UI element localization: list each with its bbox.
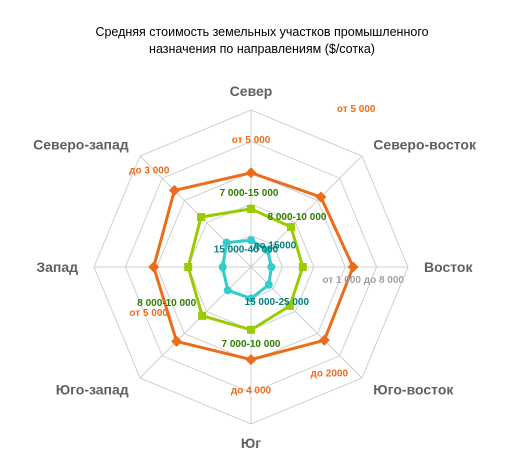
- series-group: [148, 167, 359, 366]
- axis-label: Юго-запад: [56, 381, 129, 397]
- data-point: [222, 238, 231, 247]
- data-point: [218, 263, 227, 271]
- data-point: [267, 263, 276, 271]
- data-label: до 3 000: [129, 165, 170, 176]
- data-label: 7 000-15 000: [220, 188, 279, 199]
- axis-label: Юго-восток: [373, 381, 454, 397]
- chart-title-line-1: Средняя стоимость земельных участков про…: [95, 25, 428, 39]
- axis-label: Северо-запад: [33, 137, 129, 153]
- axis-label: Восток: [424, 259, 473, 275]
- data-point: [247, 325, 255, 334]
- data-point: [247, 204, 255, 213]
- grid-spoke: [139, 266, 252, 379]
- data-label: 15 000-40 000: [214, 244, 279, 255]
- data-point: [184, 263, 193, 271]
- data-point: [223, 286, 232, 295]
- data-point: [347, 261, 359, 273]
- data-label: до 4 000: [231, 386, 272, 397]
- axis-label: Запад: [36, 259, 78, 275]
- data-label: 8 000-10 000: [268, 212, 327, 223]
- data-labels: от 5 000 от 5 000 до 2000 до 4 000 от 5 000 д…: [129, 104, 404, 397]
- data-label: от 5 000: [129, 308, 168, 319]
- axis-label: Север: [230, 83, 273, 99]
- data-point: [315, 191, 327, 203]
- data-point: [264, 280, 273, 289]
- data-point: [285, 301, 294, 310]
- data-point: [168, 184, 180, 196]
- data-label: до 2000: [311, 368, 349, 379]
- data-label: 8 000-10 000: [137, 298, 196, 309]
- axis-labels: Север Северо-восток Восток Юго-восток Юг Юго-…: [33, 83, 477, 449]
- data-point: [298, 263, 307, 271]
- data-point: [318, 334, 330, 346]
- data-point: [148, 261, 160, 273]
- data-point: [245, 354, 257, 366]
- data-point: [286, 223, 295, 232]
- data-point: [247, 294, 255, 303]
- series-line: [186, 207, 305, 332]
- data-point: [197, 213, 206, 222]
- data-label: 7 000-10 000: [222, 339, 281, 350]
- data-label: до 15000: [253, 240, 296, 251]
- data-label: от 1 000 до 8 000: [322, 275, 404, 286]
- grid-spoke: [139, 155, 252, 268]
- data-point: [245, 167, 257, 179]
- axis-label: Северо-восток: [373, 137, 477, 153]
- data-label: 15 000-25 000: [245, 297, 310, 308]
- data-label: от 5 000: [337, 104, 376, 115]
- axis-label: Юг: [241, 435, 261, 449]
- data-point: [198, 311, 207, 320]
- data-point: [247, 236, 255, 245]
- data-point: [171, 335, 183, 347]
- radar-grid: [93, 109, 409, 425]
- chart-title-line-2: назначения по направлениям ($/сотка): [149, 42, 375, 56]
- data-point: [263, 246, 272, 255]
- data-label: от 5 000: [232, 135, 271, 146]
